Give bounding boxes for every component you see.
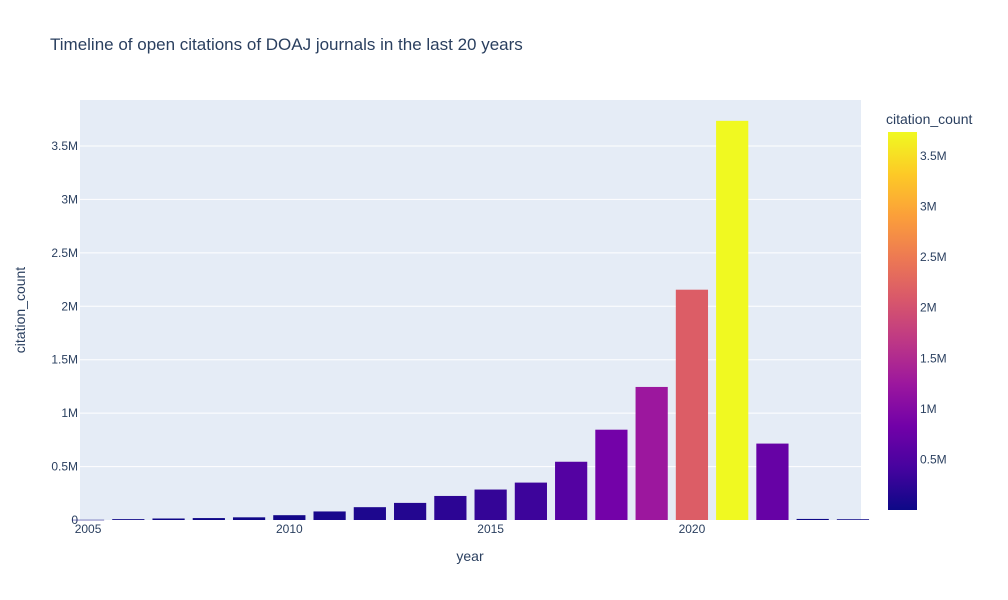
colorbar-ticks: 0.5M 1M 1.5M 2M 2.5M 3M 3.5M <box>920 149 947 467</box>
y-tick-label: 3M <box>61 192 78 206</box>
bar-2005 <box>71 519 105 521</box>
bar-2019 <box>635 386 668 520</box>
x-tick-label: 2010 <box>276 522 303 536</box>
x-tick-label: 2005 <box>75 522 102 536</box>
colorbar-tick-label: 2M <box>920 301 937 315</box>
bar-2020 <box>675 289 709 520</box>
y-tick-label: 2M <box>61 299 78 313</box>
bar-2009 <box>232 517 266 520</box>
y-tick-label: 2.5M <box>51 246 78 260</box>
bar-2017 <box>555 461 588 520</box>
bar-2015 <box>474 489 507 520</box>
x-axis-ticks: 2005 2010 2015 2020 <box>75 522 706 536</box>
x-tick-label: 2020 <box>679 522 706 536</box>
colorbar <box>888 132 917 510</box>
bar-2024 <box>836 519 870 520</box>
bar-2023 <box>796 518 829 520</box>
bar-2014 <box>434 495 467 520</box>
bar-2016 <box>514 482 547 520</box>
bar-2013 <box>394 502 427 520</box>
colorbar-tick-label: 2.5M <box>920 250 947 264</box>
colorbar-tick-label: 0.5M <box>920 453 947 467</box>
y-tick-label: 1M <box>61 406 78 420</box>
x-axis-title: year <box>456 548 484 564</box>
bar-2008 <box>192 518 225 520</box>
colorbar-tick-label: 1M <box>920 402 937 416</box>
colorbar-title: citation_count <box>886 111 973 127</box>
bar-2011 <box>313 511 346 520</box>
y-tick-label: 0.5M <box>51 460 78 474</box>
bar-2018 <box>595 429 628 520</box>
bar-2022 <box>756 443 789 520</box>
chart-title: Timeline of open citations of DOAJ journ… <box>50 35 523 54</box>
colorbar-tick-label: 3M <box>920 199 937 213</box>
bar-2010 <box>273 515 306 520</box>
x-tick-label: 2015 <box>477 522 504 536</box>
bar-2021 <box>716 120 749 520</box>
bar-2012 <box>353 507 386 520</box>
y-tick-label: 3.5M <box>51 139 78 153</box>
bar-2006 <box>112 519 145 520</box>
bar-2007 <box>152 518 185 520</box>
y-tick-label: 1.5M <box>51 353 78 367</box>
bars <box>71 120 870 521</box>
colorbar-tick-label: 3.5M <box>920 149 947 163</box>
y-axis-title: citation_count <box>12 267 28 354</box>
colorbar-tick-label: 1.5M <box>920 351 947 365</box>
